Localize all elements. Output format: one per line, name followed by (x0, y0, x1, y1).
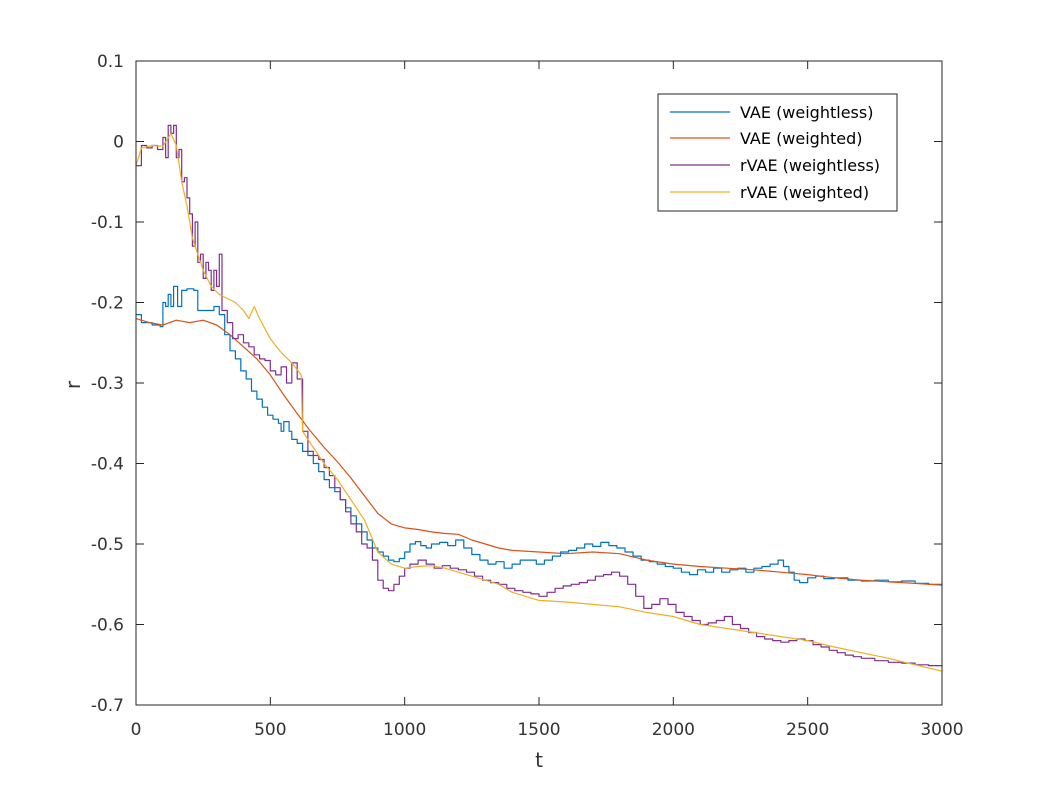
x-tick-label: 0 (131, 720, 142, 740)
x-tick-label: 2000 (652, 720, 695, 740)
x-axis: 0 500 1000 1500 2000 2500 3000 (131, 61, 964, 740)
x-tick-label: 3000 (920, 720, 963, 740)
legend-label: VAE (weighted) (740, 129, 863, 148)
x-tick-label: 500 (254, 720, 286, 740)
y-axis-label: r (61, 380, 85, 389)
x-tick-label: 1000 (383, 720, 426, 740)
y-tick-label: -0.3 (91, 374, 124, 394)
x-tick-label: 1500 (517, 720, 560, 740)
y-tick-label: -0.1 (91, 213, 124, 233)
x-axis-label: t (535, 748, 543, 772)
series-line-4 (135, 132, 943, 672)
series-line-3 (136, 124, 943, 667)
y-tick-label: 0.1 (97, 52, 124, 72)
series-layer (135, 124, 943, 672)
legend-label: rVAE (weightless) (740, 156, 880, 175)
y-tick-label: 0 (113, 133, 124, 153)
y-tick-label: -0.4 (91, 455, 124, 475)
legend: VAE (weightless) VAE (weighted) rVAE (weig… (657, 93, 898, 212)
legend-label: rVAE (weighted) (740, 183, 869, 202)
y-tick-label: -0.7 (91, 696, 124, 716)
y-tick-label: -0.6 (91, 616, 124, 636)
legend-label: VAE (weightless) (740, 103, 873, 122)
y-axis: 0.1 0 -0.1 -0.2 -0.3 -0.4 -0.5 -0.6 -0.7 (91, 52, 942, 716)
y-tick-label: -0.2 (91, 294, 124, 314)
x-tick-label: 2500 (786, 720, 829, 740)
y-tick-label: -0.5 (91, 535, 124, 555)
